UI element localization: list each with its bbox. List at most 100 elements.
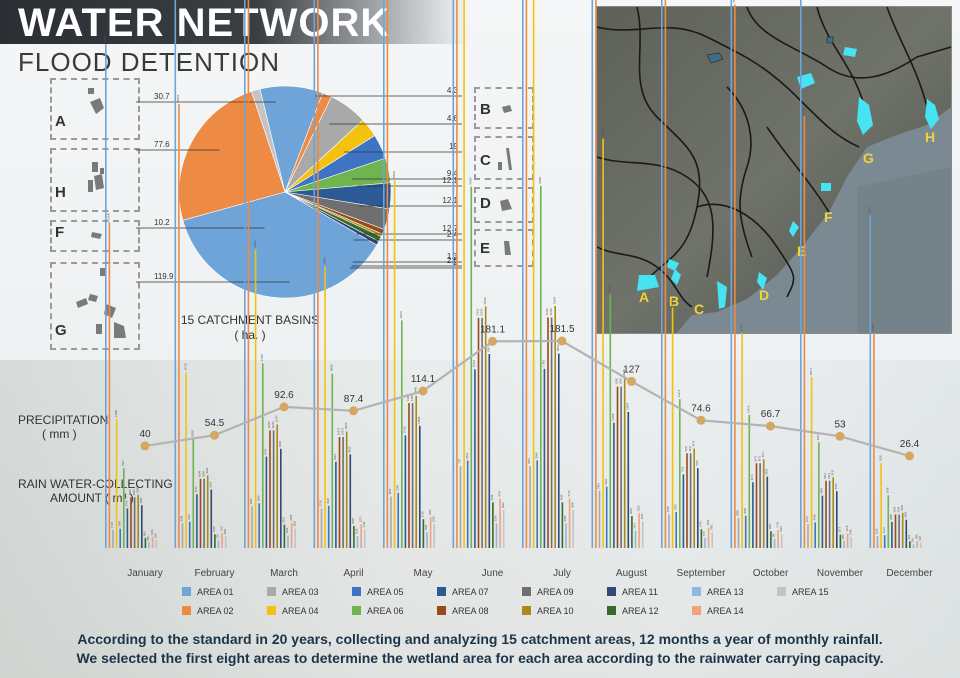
precip-point	[766, 421, 775, 431]
bar-value-label: 2438	[812, 514, 816, 520]
bar-value-label: 8105	[878, 455, 882, 461]
bar-value-label: 2282	[431, 516, 435, 522]
bar-value-label: 4356	[560, 494, 564, 500]
bar	[345, 431, 348, 548]
bar	[821, 495, 824, 548]
bar	[422, 519, 425, 548]
bar-value-label: 1651	[633, 522, 637, 528]
bar	[203, 478, 205, 548]
precip-point	[557, 336, 567, 346]
pie-data-label: 2	[454, 258, 459, 267]
map-label-d: D	[759, 287, 770, 303]
bar-value-label: 1136	[355, 528, 359, 534]
bar	[363, 529, 366, 548]
bar-value-label: 16271	[809, 367, 813, 375]
bar	[419, 425, 421, 548]
bar-value-label: 5080	[135, 486, 139, 492]
legend-item: AREA 12	[607, 606, 659, 616]
bar-value-label: 2868	[736, 510, 740, 516]
bar-value-label: 28428	[253, 240, 257, 248]
map-drawing	[597, 7, 951, 333]
bar	[679, 399, 681, 548]
bar-value-label: 8331	[465, 452, 469, 458]
basin-box-h	[50, 148, 140, 212]
bar	[108, 222, 111, 548]
bar-value-label: 3194	[896, 506, 900, 512]
bar-value-label: 21679	[399, 311, 403, 319]
bar	[148, 542, 150, 548]
bar	[536, 460, 538, 548]
bar-value-label: 960	[143, 531, 147, 536]
bar	[777, 529, 779, 548]
precip-value-label: 54.5	[205, 418, 225, 429]
bar-value-label: 4080	[139, 497, 143, 503]
footer-line-1: According to the standard in 20 years, c…	[77, 631, 883, 647]
bar	[675, 512, 677, 548]
bar	[730, 0, 733, 548]
bar	[429, 516, 432, 548]
bar-value-label: 3760	[125, 500, 129, 506]
bar-value-label: 4840	[132, 489, 136, 495]
bar	[664, 0, 667, 548]
month-tick-label: June	[481, 568, 504, 579]
bar	[814, 522, 816, 548]
bar-value-label: 18472	[487, 344, 491, 352]
bar-value-label: 4840	[128, 489, 132, 495]
bar-value-label: 1090	[223, 528, 227, 534]
bar-value-label: 4709	[497, 490, 501, 496]
bar-value-label: 3302	[636, 505, 640, 511]
bar-value-label: 3353	[900, 504, 904, 510]
bar	[393, 180, 396, 548]
precip-point	[418, 386, 428, 396]
bar-value-label: 2540	[640, 513, 644, 519]
bar-value-label: 1492	[709, 524, 713, 530]
bar	[689, 453, 692, 548]
satellite-map[interactable]: A B C D E F G H	[596, 6, 952, 334]
legend-label: AREA 01	[197, 587, 234, 597]
bar	[356, 536, 359, 548]
page-title: WATER NETWORK	[18, 1, 391, 45]
bar-value-label: 1748	[362, 521, 366, 527]
bar	[668, 514, 670, 548]
bar-value-label: 20477	[739, 323, 743, 331]
precip-value-label: 74.6	[691, 403, 711, 414]
precip-value-label: 127	[623, 364, 640, 375]
bar-value-label: 6803	[765, 468, 769, 474]
bar	[693, 448, 695, 548]
bar	[883, 535, 886, 548]
legend-label: AREA 07	[452, 587, 489, 597]
legend-swatch	[777, 587, 786, 596]
pie-slice	[182, 191, 378, 299]
bar	[294, 528, 296, 548]
bar-value-label: 867	[772, 532, 776, 537]
bar-value-label: 2272	[358, 516, 362, 522]
bar-value-label: 41128	[802, 107, 806, 115]
legend-swatch	[437, 606, 446, 615]
bar	[634, 530, 637, 548]
map-label-g: G	[863, 150, 874, 166]
bar-value-label: 1060	[848, 529, 852, 535]
legend-item: AREA 09	[522, 587, 574, 597]
bar	[287, 535, 289, 548]
bar-value-label: 21962	[545, 308, 549, 316]
bar	[558, 353, 560, 548]
bar-value-label: 14491	[413, 386, 417, 394]
bar-value-label: 3622	[501, 502, 505, 508]
legend-label: AREA 15	[792, 587, 829, 597]
bar	[810, 377, 813, 548]
map-label-c: C	[694, 301, 705, 317]
bar-value-label: 2344	[180, 515, 184, 521]
legend-item: AREA 03	[267, 587, 319, 597]
bar	[818, 442, 820, 548]
bar-value-label: 3982	[249, 498, 253, 504]
bar	[210, 489, 213, 548]
bar-value-label: 13806	[410, 393, 414, 401]
map-label-h: H	[925, 129, 936, 145]
bar-value-label: 2279	[805, 516, 809, 522]
bar	[335, 461, 337, 548]
bar-value-label: 51759	[732, 0, 736, 3]
bar-value-label: 8915	[348, 446, 352, 452]
bar	[744, 515, 747, 548]
bar	[397, 492, 399, 548]
bar	[426, 532, 428, 548]
